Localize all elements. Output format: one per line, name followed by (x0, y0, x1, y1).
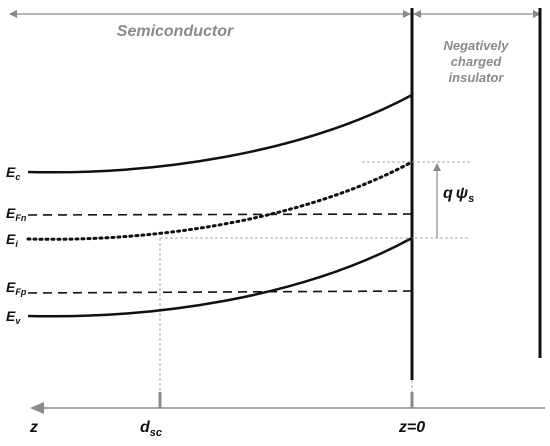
conduction-band-edge (27, 93, 413, 174)
intrinsic-level (26, 160, 414, 241)
z-axis-label: z (29, 419, 38, 436)
insulator-label-line3: insulator (449, 70, 505, 85)
hole-quasi-fermi-level (27, 290, 413, 294)
semiconductor-label: Semiconductor (117, 23, 234, 40)
dsc-label: dsc (140, 419, 162, 439)
electron-quasi-fermi-level (27, 213, 413, 216)
insulator-label-line2: charged (451, 54, 503, 69)
ev-label: Ev (6, 308, 21, 326)
z-axis-arrowhead (30, 402, 44, 414)
origin-label: z=0 (398, 419, 425, 436)
efn-label: EFn (6, 205, 27, 223)
ec-label: Ec (6, 164, 20, 182)
ei-label: Ei (6, 231, 18, 249)
insulator-label-line1: Negatively (443, 38, 509, 53)
valence-band-edge (27, 236, 413, 318)
efp-label: EFp (6, 279, 27, 297)
surface-potential-label: q ψs (443, 185, 474, 205)
